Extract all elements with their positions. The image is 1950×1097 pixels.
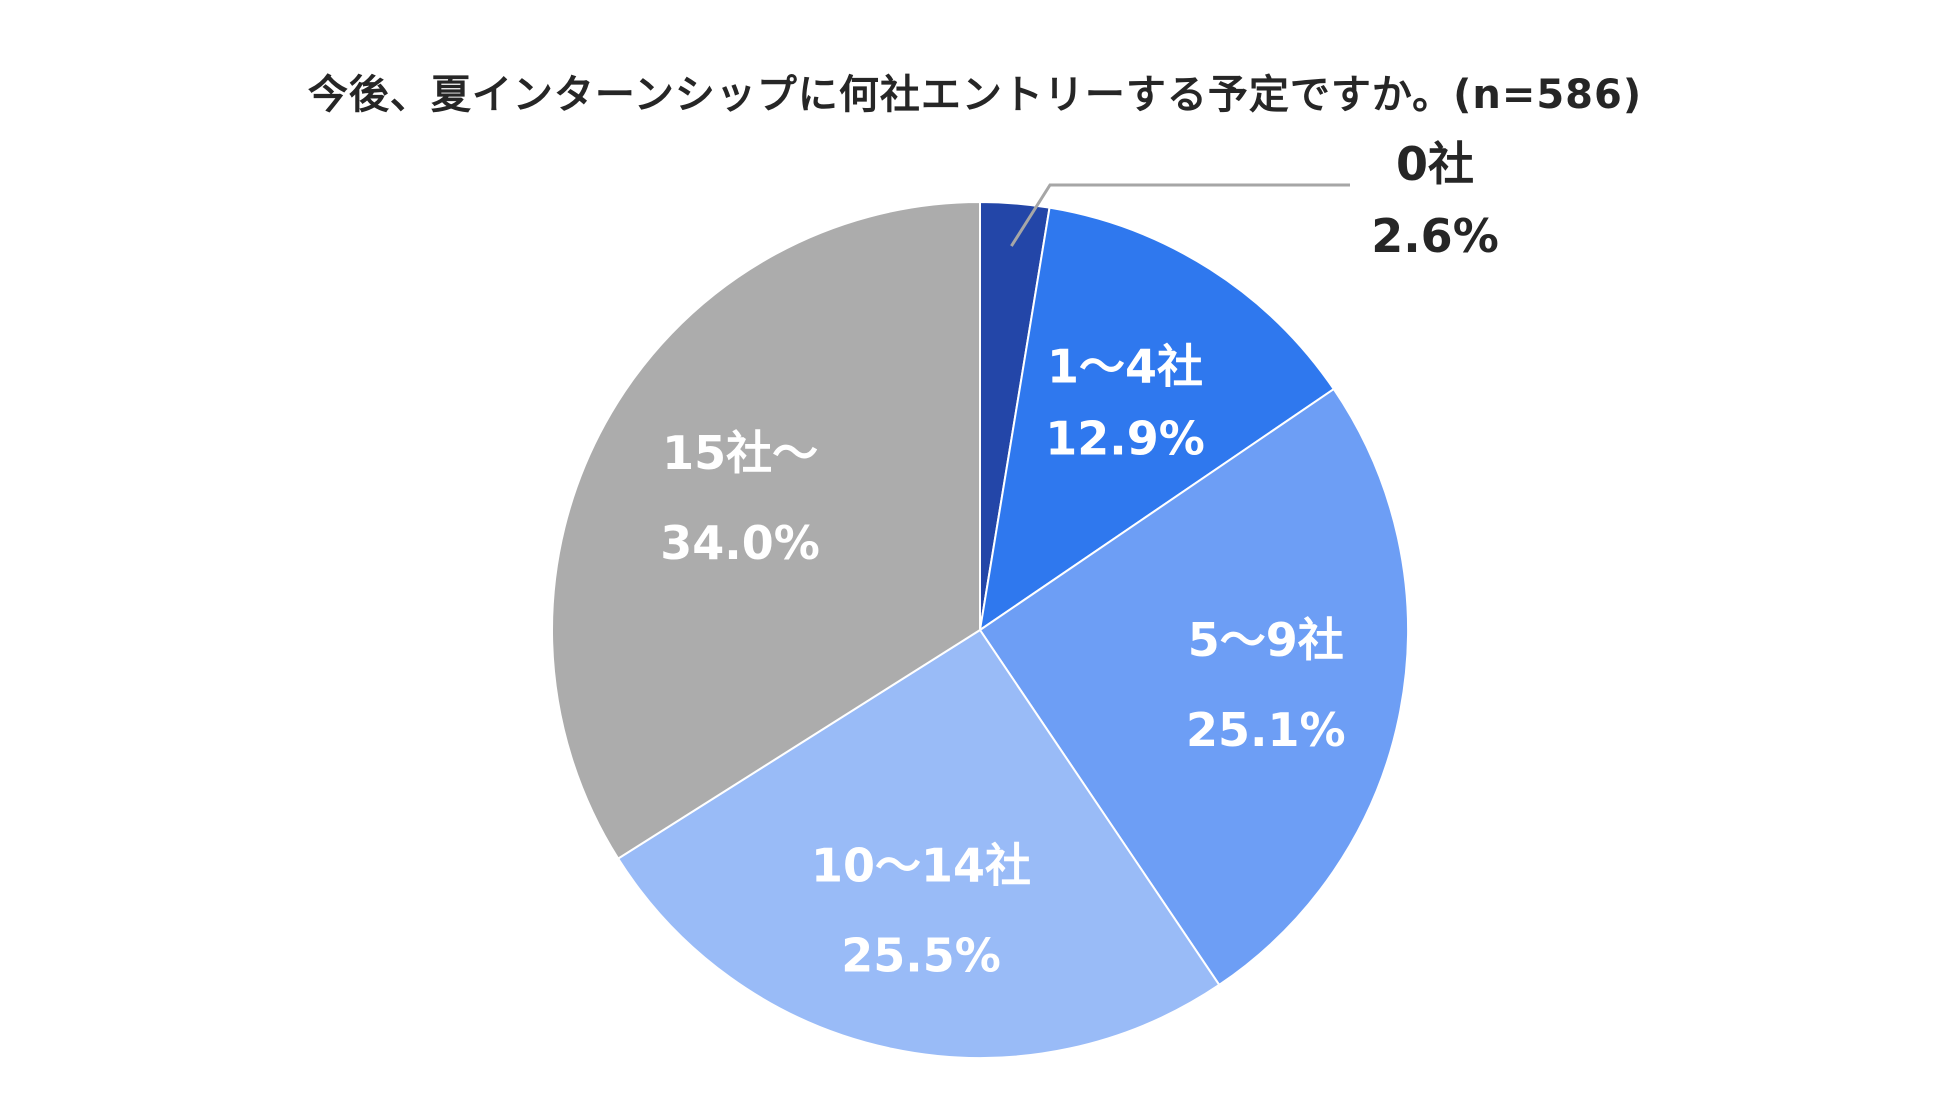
slice-value-label-2: 12.9%	[1045, 412, 1205, 466]
slice-value-label-5: 34.0%	[660, 516, 820, 570]
slice-labels: 0社 2.6% 1〜4社 12.9% 5〜9社 25.1% 10〜14社 25.5% 15社〜 3…	[660, 137, 1498, 983]
leader-line-1	[1010, 183, 1350, 247]
pie-slice-3	[978, 387, 1409, 987]
pie-slice-4	[616, 628, 1221, 1059]
slice-value-label-1: 2.6%	[1371, 209, 1499, 263]
slice-category-label-2: 1〜4社	[1047, 340, 1203, 394]
slice-category-label-4: 10〜14社	[811, 839, 1031, 893]
slice-value-label-3: 25.1%	[1186, 703, 1346, 757]
pie-slice-2	[978, 206, 1336, 633]
slice-category-label-1: 0社	[1396, 137, 1474, 191]
pie-slice-5	[551, 200, 981, 860]
slice-category-label-3: 5〜9社	[1188, 613, 1344, 667]
slice-value-label-4: 25.5%	[841, 929, 1001, 983]
pie-slices	[551, 200, 1409, 1059]
leader-lines	[1010, 183, 1350, 247]
slice-category-label-5: 15社〜	[662, 426, 818, 480]
chart-title: 今後、夏インターンシップに何社エントリーする予定ですか。(n=586)	[307, 72, 1643, 118]
